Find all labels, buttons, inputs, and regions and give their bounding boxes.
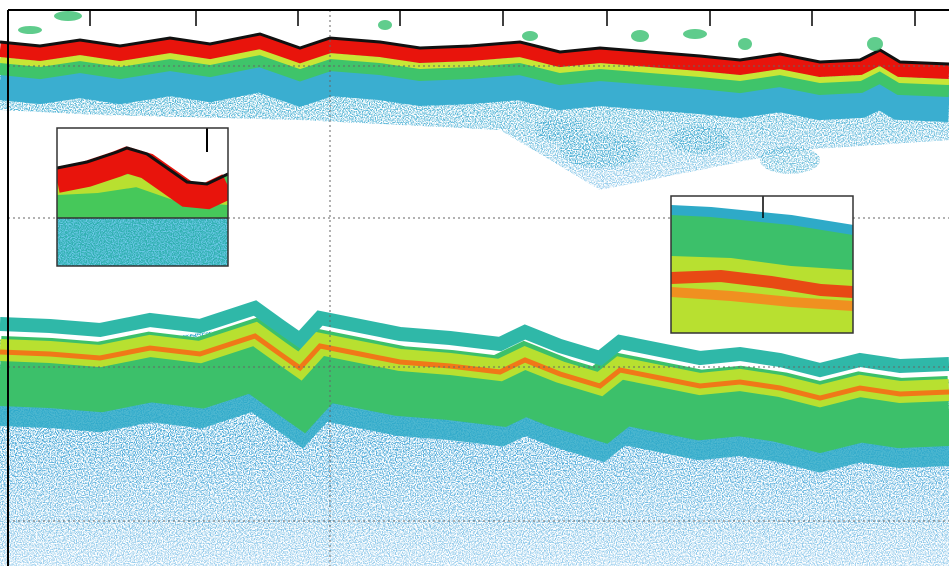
inset-surface-view bbox=[57, 128, 228, 266]
deep-layer bbox=[0, 308, 949, 566]
surface-layer bbox=[0, 11, 949, 190]
fish-schools bbox=[535, 118, 820, 174]
frame bbox=[7, 9, 949, 566]
surface-patches bbox=[18, 11, 883, 51]
inset-surface bbox=[56, 127, 229, 267]
inset-deep bbox=[670, 195, 854, 334]
inset-border bbox=[56, 127, 229, 267]
inset-border bbox=[670, 195, 854, 334]
top-ticks bbox=[89, 10, 916, 26]
inset-deep-view bbox=[671, 196, 853, 333]
